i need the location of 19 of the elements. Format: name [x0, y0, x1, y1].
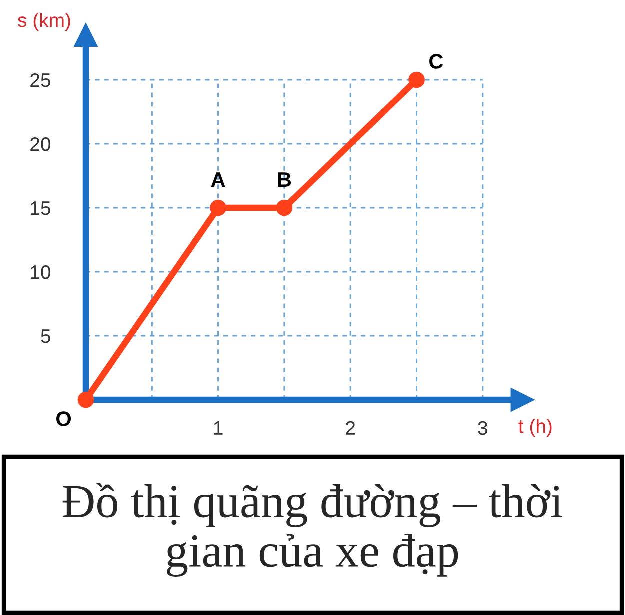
x-tick-label: 2 — [346, 421, 356, 435]
annotation: C — [430, 54, 444, 69]
point — [408, 72, 425, 88]
x-axis-title: t (h) — [518, 419, 552, 438]
x-tick-label: 3 — [478, 421, 488, 436]
y-tick-label: 5 — [41, 330, 50, 344]
y-axis-title: s (km) — [18, 13, 70, 32]
annotation: A — [211, 172, 226, 187]
x-tick-label: 1 — [214, 422, 223, 435]
annotation: B — [278, 172, 292, 187]
y-tick-label: 15 — [31, 202, 50, 216]
point — [210, 200, 226, 216]
y-tick-label: 20 — [30, 137, 51, 152]
point — [78, 392, 94, 408]
annotation: O — [56, 412, 72, 426]
text: Đồ thị quãng đường – thời gian của xe đạp — [62, 483, 563, 577]
y-tick-label: 25 — [30, 73, 50, 88]
y-tick-label: 10 — [31, 265, 51, 280]
point — [276, 200, 293, 216]
